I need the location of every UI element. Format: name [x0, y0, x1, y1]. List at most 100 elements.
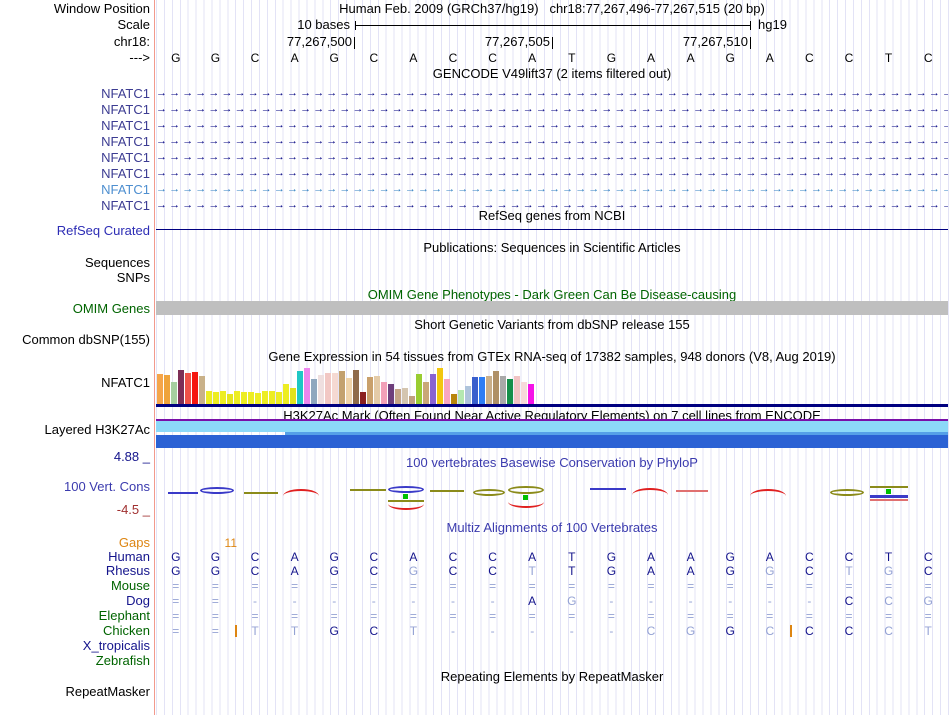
- gencode-transcript-row[interactable]: NFATC1 →→→→→→→→→→→→→→→→→→→→→→→→→→→→→→→→→→…: [0, 183, 950, 197]
- gtex-tissue-bar[interactable]: [465, 386, 471, 404]
- gtex-tissue-bar[interactable]: [304, 368, 310, 404]
- gtex-tissue-bar[interactable]: [234, 391, 240, 404]
- gencode-transcript-label[interactable]: NFATC1: [101, 86, 150, 101]
- h3k27ac-layer-royal[interactable]: [156, 435, 948, 448]
- gtex-tissue-bar[interactable]: [290, 388, 296, 404]
- gencode-transcript-row[interactable]: NFATC1 →→→→→→→→→→→→→→→→→→→→→→→→→→→→→→→→→→…: [0, 199, 950, 213]
- gtex-tissue-bar[interactable]: [437, 368, 443, 404]
- multiz-row-human[interactable]: Human G G C A G C A C C A T G A A G A C C T C: [0, 549, 950, 565]
- gtex-tissue-bar[interactable]: [248, 392, 254, 404]
- repeatmasker-label[interactable]: RepeatMasker: [65, 684, 150, 699]
- gencode-transcript-row[interactable]: NFATC1 →→→→→→→→→→→→→→→→→→→→→→→→→→→→→→→→→→…: [0, 135, 950, 149]
- gtex-tissue-bar[interactable]: [164, 375, 170, 404]
- gtex-tissue-bar[interactable]: [451, 394, 457, 404]
- species-label[interactable]: Elephant: [98, 608, 150, 623]
- gtex-tissue-bar[interactable]: [318, 375, 324, 404]
- gtex-tissue-bar[interactable]: [353, 370, 359, 404]
- species-label[interactable]: Dog: [126, 593, 150, 608]
- species-label[interactable]: X_tropicalis: [82, 638, 150, 653]
- gtex-tissue-bar[interactable]: [269, 391, 275, 404]
- gtex-tissue-bar[interactable]: [283, 384, 289, 404]
- h3k27ac-layer-step[interactable]: [285, 432, 948, 435]
- species-label[interactable]: Zebrafish: [95, 653, 150, 668]
- gtex-row[interactable]: NFATC1: [0, 376, 950, 390]
- gtex-tissue-bar[interactable]: [493, 371, 499, 404]
- gtex-tissue-bar[interactable]: [332, 373, 338, 404]
- gtex-tissue-bar[interactable]: [409, 396, 415, 404]
- h3k27ac-label[interactable]: Layered H3K27Ac: [44, 422, 150, 437]
- gtex-tissue-bar[interactable]: [402, 388, 408, 404]
- gencode-transcript-label[interactable]: NFATC1: [101, 134, 150, 149]
- multiz-row-x_tropicalis[interactable]: X_tropicalis: [0, 639, 950, 653]
- gencode-transcript-label[interactable]: NFATC1: [101, 118, 150, 133]
- transcript-arrow-line[interactable]: →→→→→→→→→→→→→→→→→→→→→→→→→→→→→→→→→→→→→→→→…: [156, 199, 948, 211]
- refseq-curated-gene-line[interactable]: [156, 229, 948, 230]
- dbsnp-label[interactable]: Common dbSNP(155): [22, 332, 150, 347]
- gtex-tissue-bar[interactable]: [157, 374, 163, 404]
- gencode-transcript-label[interactable]: NFATC1: [101, 166, 150, 181]
- h3k27ac-layer-sky[interactable]: [156, 421, 948, 432]
- gtex-tissue-bar[interactable]: [444, 379, 450, 404]
- gtex-bar-chart[interactable]: [157, 364, 537, 404]
- cons-row[interactable]: 100 Vert. Cons: [0, 480, 950, 494]
- gtex-tissue-bar[interactable]: [458, 390, 464, 404]
- transcript-arrow-line[interactable]: →→→→→→→→→→→→→→→→→→→→→→→→→→→→→→→→→→→→→→→→…: [156, 87, 948, 99]
- gtex-tissue-bar[interactable]: [472, 377, 478, 404]
- h3k27ac-row[interactable]: Layered H3K27Ac: [0, 423, 950, 437]
- gtex-gene-label[interactable]: NFATC1: [101, 375, 150, 390]
- transcript-arrow-line[interactable]: →→→→→→→→→→→→→→→→→→→→→→→→→→→→→→→→→→→→→→→→…: [156, 119, 948, 131]
- gtex-tissue-bar[interactable]: [486, 376, 492, 404]
- multiz-row-mouse[interactable]: Mouse = = = = = = = = = = = = = = = = = = = =: [0, 578, 950, 594]
- refseq-curated-row[interactable]: RefSeq Curated: [0, 224, 950, 238]
- gtex-tissue-bar[interactable]: [339, 371, 345, 404]
- gtex-tissue-bar[interactable]: [395, 389, 401, 404]
- transcript-arrow-line[interactable]: →→→→→→→→→→→→→→→→→→→→→→→→→→→→→→→→→→→→→→→→…: [156, 103, 948, 115]
- multiz-row-dog[interactable]: Dog = = - - - - - - - A G - - - - - - C C G: [0, 593, 950, 609]
- gtex-tissue-bar[interactable]: [227, 394, 233, 404]
- gtex-tissue-bar[interactable]: [423, 382, 429, 404]
- gtex-tissue-bar[interactable]: [185, 373, 191, 404]
- gtex-tissue-bar[interactable]: [388, 384, 394, 404]
- gencode-transcript-row[interactable]: NFATC1 →→→→→→→→→→→→→→→→→→→→→→→→→→→→→→→→→→…: [0, 167, 950, 181]
- gencode-transcript-row[interactable]: NFATC1 →→→→→→→→→→→→→→→→→→→→→→→→→→→→→→→→→→…: [0, 87, 950, 101]
- gtex-tissue-bar[interactable]: [199, 376, 205, 404]
- gtex-tissue-bar[interactable]: [514, 376, 520, 404]
- gtex-tissue-bar[interactable]: [220, 391, 226, 404]
- species-label[interactable]: Chicken: [103, 623, 150, 638]
- cons-label[interactable]: 100 Vert. Cons: [64, 479, 150, 494]
- gtex-tissue-bar[interactable]: [192, 372, 198, 404]
- gencode-transcript-row[interactable]: NFATC1 →→→→→→→→→→→→→→→→→→→→→→→→→→→→→→→→→→…: [0, 151, 950, 165]
- transcript-arrow-line[interactable]: →→→→→→→→→→→→→→→→→→→→→→→→→→→→→→→→→→→→→→→→…: [156, 183, 948, 195]
- sequences-label[interactable]: Sequences: [84, 255, 150, 270]
- gtex-tissue-bar[interactable]: [507, 379, 513, 404]
- snps-label[interactable]: SNPs: [116, 270, 150, 285]
- species-label[interactable]: Rhesus: [105, 563, 150, 578]
- sequences-row[interactable]: Sequences: [0, 256, 950, 270]
- gtex-tissue-bar[interactable]: [381, 382, 387, 404]
- transcript-arrow-line[interactable]: →→→→→→→→→→→→→→→→→→→→→→→→→→→→→→→→→→→→→→→→…: [156, 135, 948, 147]
- transcript-arrow-line[interactable]: →→→→→→→→→→→→→→→→→→→→→→→→→→→→→→→→→→→→→→→→…: [156, 151, 948, 163]
- snps-row[interactable]: SNPs: [0, 271, 950, 285]
- gtex-tissue-bar[interactable]: [374, 376, 380, 404]
- omim-gene-bar[interactable]: [156, 301, 948, 315]
- gencode-transcript-label[interactable]: NFATC1: [101, 182, 150, 197]
- gtex-tissue-bar[interactable]: [367, 377, 373, 404]
- gtex-tissue-bar[interactable]: [241, 392, 247, 404]
- species-label[interactable]: Human: [108, 549, 150, 564]
- species-label[interactable]: Mouse: [110, 578, 150, 593]
- gencode-transcript-label[interactable]: NFATC1: [101, 150, 150, 165]
- gtex-tissue-bar[interactable]: [325, 373, 331, 404]
- gtex-tissue-bar[interactable]: [521, 382, 527, 404]
- gtex-tissue-bar[interactable]: [311, 379, 317, 404]
- multiz-row-rhesus[interactable]: Rhesus G G C A G C G C C T T G A A G G C T G C: [0, 563, 950, 579]
- gtex-tissue-bar[interactable]: [262, 391, 268, 404]
- gtex-tissue-bar[interactable]: [479, 377, 485, 404]
- omim-row[interactable]: OMIM Genes: [0, 302, 950, 316]
- gencode-transcript-label[interactable]: NFATC1: [101, 102, 150, 117]
- gtex-tissue-bar[interactable]: [297, 371, 303, 404]
- omim-genes-label[interactable]: OMIM Genes: [72, 301, 150, 316]
- refseq-curated-label[interactable]: RefSeq Curated: [56, 223, 150, 238]
- repeatmasker-row[interactable]: RepeatMasker: [0, 685, 950, 699]
- multiz-row-chicken[interactable]: Chicken = = T T G C T - - - - - C G G C C C C T: [0, 623, 950, 639]
- gencode-transcript-row[interactable]: NFATC1 →→→→→→→→→→→→→→→→→→→→→→→→→→→→→→→→→→…: [0, 103, 950, 117]
